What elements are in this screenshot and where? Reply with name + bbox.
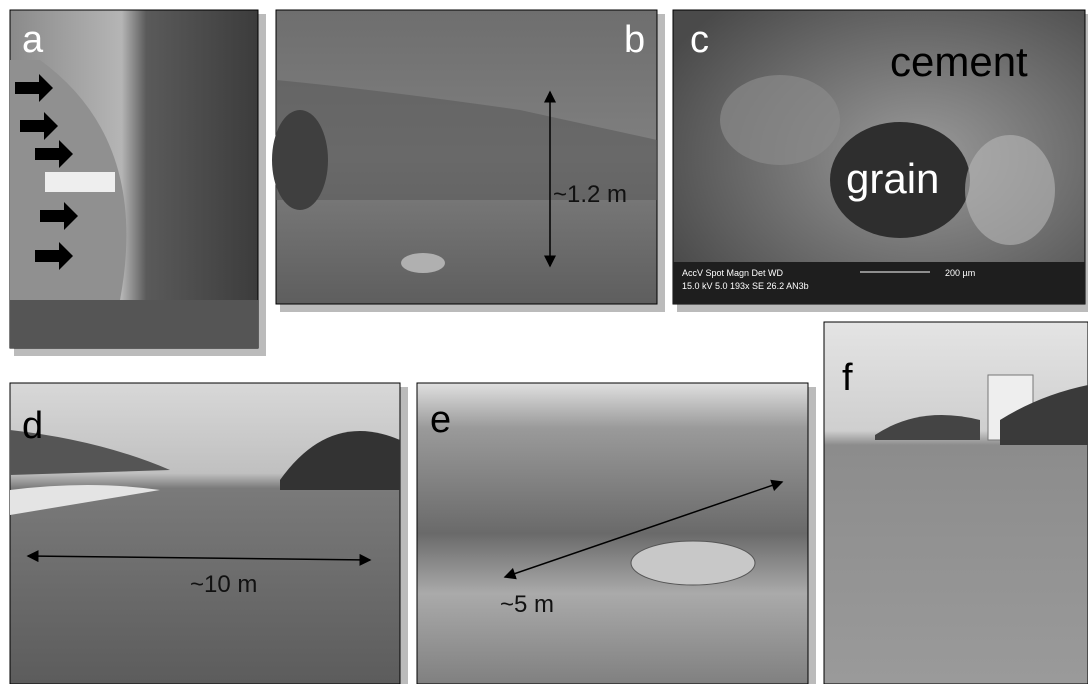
scale-info: 200 µm (945, 268, 975, 278)
panel-label: e (430, 399, 451, 441)
panel-e: ~5 m e (417, 383, 808, 684)
panel-a: a (10, 10, 258, 348)
panel-b: ~1.2 m b (272, 10, 657, 304)
scale-info: AccV Spot Magn Det WD (682, 268, 784, 278)
panel-c: AccV Spot Magn Det WD 15.0 kV 5.0 193x S… (673, 10, 1085, 304)
panel-d: ~10 m d (10, 383, 400, 684)
panel-label: c (690, 19, 709, 61)
panel-label: b (624, 19, 645, 61)
annotation: ~1.2 m (553, 181, 627, 208)
panel-label: f (842, 357, 853, 399)
panel-f: f (824, 322, 1088, 684)
scale-info: 15.0 kV 5.0 193x SE 26.2 AN3b (682, 281, 809, 291)
panel-label: d (22, 405, 43, 447)
annotation: grain (846, 155, 939, 202)
panel-label: a (22, 19, 44, 61)
annotation: cement (890, 38, 1028, 85)
annotation: ~5 m (500, 591, 554, 618)
annotation: ~10 m (190, 571, 257, 598)
figure: a ~1.2 m b AccV Spot Magn Det WD 15.0 kV… (0, 0, 1088, 684)
